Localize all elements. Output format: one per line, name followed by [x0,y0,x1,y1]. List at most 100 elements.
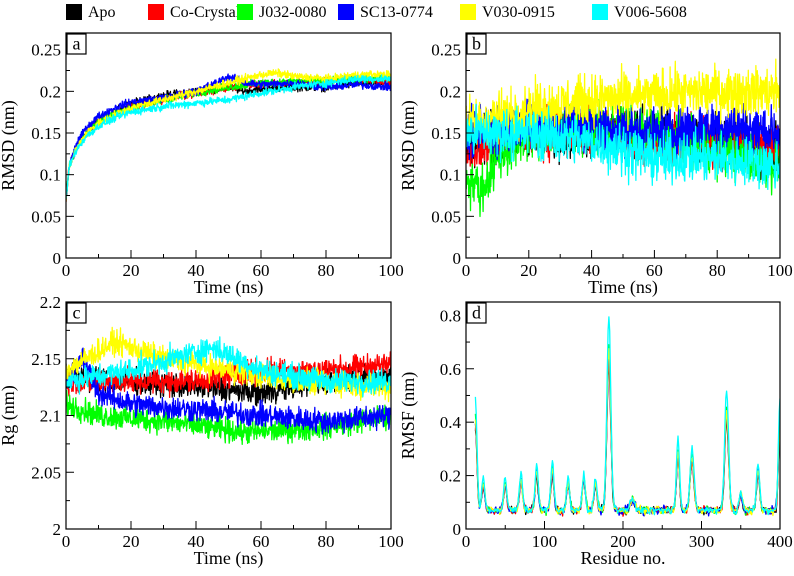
y-tick-label: 2.1 [40,407,61,426]
x-tick-label: 80 [709,261,726,280]
y-axis-label: RMSD (nm) [0,100,19,191]
x-tick-label: 20 [520,261,537,280]
legend-item-j032-0080: J032-0080 [237,4,327,21]
series-group [474,316,780,517]
x-axis-label: Residue no. [581,548,666,568]
series-line-v030-0915 [474,348,780,517]
panel-letter-box [466,302,487,324]
x-tick-label: 100 [767,261,793,280]
y-tick-label: 0.2 [440,467,461,486]
series-line-co-crystal [474,362,780,517]
y-tick-label: 2.2 [40,293,61,312]
legend-item-sc13-0774: SC13-0774 [338,4,433,21]
x-tick-label: 80 [318,261,335,280]
series-line-v006-5608 [66,74,391,199]
legend-label: Co-Crystal [170,4,241,21]
panel-c: 0 20 40 60 80 100 2 2.05 2.1 2.15 2.2 Time (ns) Rg (… [0,293,404,569]
y-axis-label: Rg (nm) [0,385,19,446]
x-tick-label: 0 [62,532,71,551]
series-line-sc13-0774 [66,73,391,200]
legend-label: Apo [88,4,116,21]
y-tick-label: 0.25 [31,41,61,60]
x-tick-label: 40 [188,261,205,280]
y-tick-label: 0.4 [440,413,462,432]
y-tick-label: 0.8 [440,306,461,325]
legend-label: V030-0915 [482,4,555,21]
legend-item-v006-5608: V006-5608 [592,4,687,21]
panel-letter: a [73,34,81,54]
x-tick-label: 60 [253,532,270,551]
y-tick-label: 0.05 [31,207,61,226]
legend-swatch [592,4,608,20]
legend-label: SC13-0774 [360,4,433,21]
x-tick-label: 100 [378,532,404,551]
panel-letter: b [472,34,481,54]
x-axis-label: Time (ns) [194,548,264,569]
legend: Apo Co-Crystal J032-0080 SC13-0774 V030-0915… [66,4,687,21]
series-line-co-crystal [66,74,391,203]
y-tick-label: 2 [53,520,62,539]
series-line-apo [474,366,780,516]
series-line-j032-0080 [66,73,391,198]
y-tick-label: 0.6 [440,360,461,379]
x-axis-label: Time (ns) [588,277,658,298]
x-tick-label: 20 [123,532,140,551]
series-line-v006-5608 [474,316,780,516]
y-tick-label: 0.15 [431,124,461,143]
x-tick-label: 20 [123,261,140,280]
series-group [66,68,391,203]
x-tick-label: 60 [646,261,663,280]
x-tick-label: 0 [462,261,471,280]
legend-label: J032-0080 [259,4,327,21]
series-line-v006-5608 [66,336,391,398]
series-group [466,58,780,218]
x-tick-label: 60 [253,261,270,280]
legend-swatch [237,4,253,20]
series-line-sc13-0774 [66,347,391,435]
y-tick-label: 0.15 [31,124,61,143]
series-line-j032-0080 [474,344,780,517]
legend-swatch [148,4,164,20]
series-line-v006-5608 [466,103,780,191]
y-tick-label: 0.05 [431,207,461,226]
panel-letter-box [466,33,487,55]
y-axis-label: RMSF (nm) [398,372,419,460]
y-tick-label: 2.15 [31,350,61,369]
panel-letter: c [73,303,81,323]
series-group [66,326,391,446]
x-tick-label: 300 [689,532,715,551]
x-tick-label: 0 [462,532,471,551]
panel-d: 0 100 200 300 400 0 0.2 0.4 0.6 0.8 Residue no. RMS… [398,301,793,568]
legend-item-apo: Apo [66,4,116,21]
y-tick-label: 0 [453,249,462,268]
x-tick-label: 40 [188,532,205,551]
x-tick-label: 200 [610,532,636,551]
legend-swatch [338,4,354,20]
legend-swatch [66,4,82,20]
x-axis-label: Time (ns) [194,277,264,298]
x-tick-label: 400 [767,532,793,551]
y-tick-label: 0.2 [40,82,61,101]
x-tick-label: 100 [378,261,404,280]
x-tick-label: 0 [62,261,71,280]
legend-item-v030-0915: V030-0915 [460,4,555,21]
y-tick-label: 0.1 [440,166,461,185]
x-tick-label: 100 [532,532,558,551]
plot-frame [465,301,781,530]
y-tick-label: 0.2 [440,82,461,101]
legend-item-co-crystal: Co-Crystal [148,4,241,21]
series-line-sc13-0774 [474,358,780,517]
panel-letter-box [66,302,87,324]
series-line-sc13-0774 [466,96,780,161]
y-tick-label: 0.1 [40,166,61,185]
plot-frame [65,32,392,259]
panel-letter-box [66,33,87,55]
x-tick-label: 80 [318,532,335,551]
series-line-v030-0915 [466,58,780,146]
y-tick-label: 2.05 [31,463,61,482]
y-axis-label: RMSD (nm) [398,100,419,191]
series-line-apo [66,78,391,200]
panel-a: 0 20 40 60 80 100 0 0.05 0.1 0.15 0.2 0.25 Time (ns)… [0,32,404,298]
